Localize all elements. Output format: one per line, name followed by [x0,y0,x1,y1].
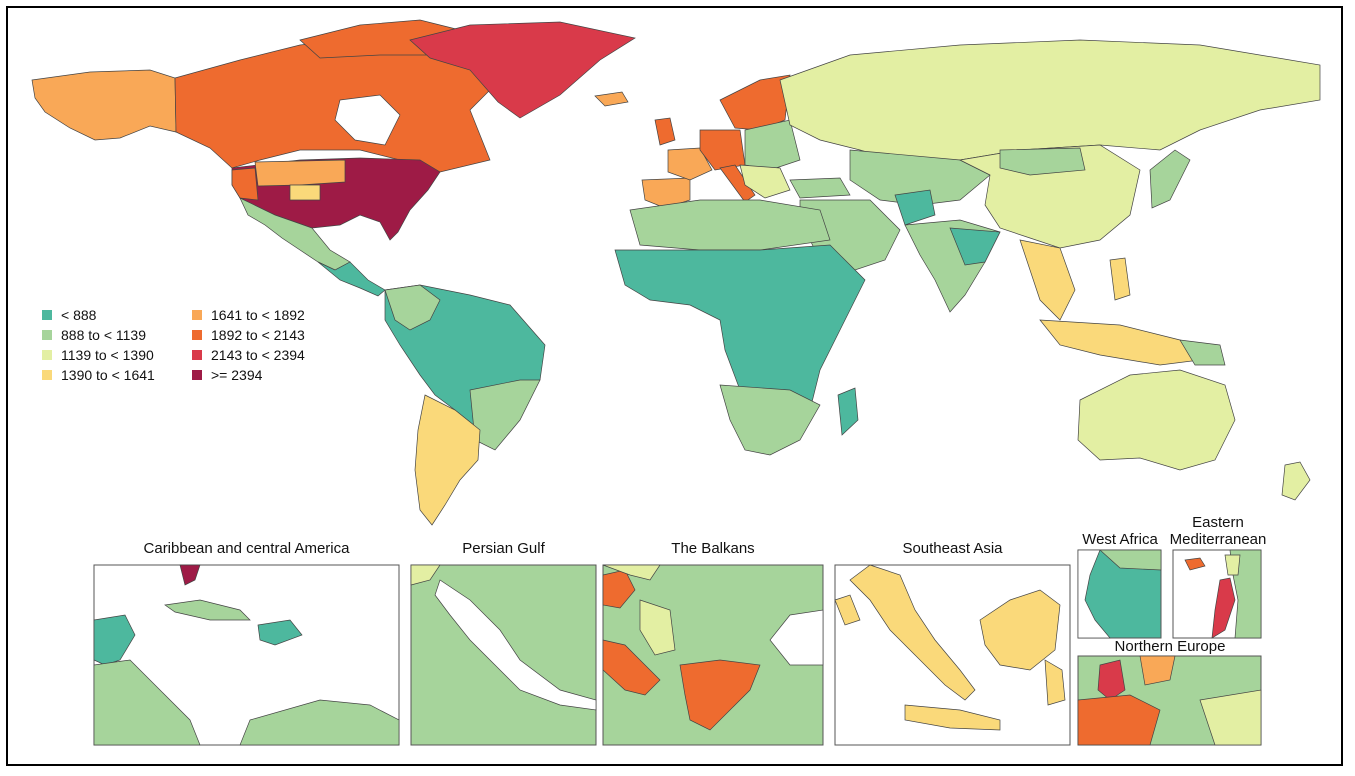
inset-title-west-africa: West Africa [1082,531,1158,548]
region-afghanistan [894,189,936,226]
region-indonesia [1039,319,1201,366]
region-alaska [31,69,177,141]
legend-label: 2143 to < 2394 [211,346,305,363]
legend-item: 1641 to < 1892 [192,305,342,324]
legend-swatch [42,369,52,380]
region-scandinavia [719,74,791,131]
legend-label: < 888 [61,306,97,323]
legend-swatch [192,309,202,320]
region-south-america-southeast [469,379,541,451]
region-central-america [317,261,386,297]
inset-eastern-med-map [1172,549,1262,639]
legend-label: 1892 to < 2143 [211,326,305,343]
region-argentina-chile [414,394,481,526]
inset-title-southeast-asia: Southeast Asia [902,540,1003,557]
legend-item: 2143 to < 2394 [192,345,342,364]
inset-caribbean-map [93,564,400,746]
region-madagascar [837,387,859,436]
legend-item: 1390 to < 1641 [42,365,192,384]
legend-swatch [192,329,202,340]
water-hudson-bay [334,94,401,146]
region-china [958,144,1141,249]
legend-swatch [42,349,52,360]
region-papua [1179,339,1226,366]
inset-title-eastern-med: Eastern Mediterranean [1169,514,1267,548]
legend: < 888 1641 to < 1892 888 to < 1139 1892 … [42,305,342,384]
legend-item: 888 to < 1139 [42,325,192,344]
region-greenland [409,21,636,119]
region-mongolia [999,147,1086,176]
legend-label: 1641 to < 1892 [211,306,305,323]
legend-swatch [42,309,52,320]
region-australia [1077,369,1236,471]
region-france [667,147,713,181]
inset-northern-europe-map [1077,655,1262,746]
region-usa-west [231,167,259,201]
region-philippines [1109,257,1131,301]
region-usa-north [254,159,346,187]
inset-title-balkans: The Balkans [671,540,755,557]
region-turkey [789,177,851,199]
region-southern-africa [719,384,821,456]
legend-label: 1390 to < 1641 [61,366,155,383]
inset-title-northern-europe: Northern Europe [1114,638,1226,655]
region-usa-central [289,184,321,201]
figure-frame [6,6,1343,766]
region-eastern-europe [744,119,801,171]
legend-label: >= 2394 [211,366,263,383]
region-southeast-asia [1019,239,1076,321]
inset-title-caribbean: Caribbean and central America [143,540,350,557]
legend-label: 1139 to < 1390 [61,346,154,363]
region-balkans [739,164,791,199]
inset-persian-gulf-map [410,564,597,746]
legend-item: 1139 to < 1390 [42,345,192,364]
legend-swatch [192,369,202,380]
legend-item: 1892 to < 2143 [192,325,342,344]
legend-swatch [42,329,52,340]
region-italy [719,164,756,203]
legend-item: >= 2394 [192,365,342,384]
legend-label: 888 to < 1139 [61,326,146,343]
region-uk [654,117,676,146]
region-south-america-northwest [384,284,441,331]
inset-southeast-asia-map [834,564,1071,746]
region-russia [779,39,1321,163]
legend-swatch [192,349,202,360]
inset-west-africa-map [1077,549,1162,639]
region-india-east [949,227,1001,266]
region-iceland [594,91,629,107]
inset-balkans-map [602,564,824,746]
inset-title-persian-gulf: Persian Gulf [462,540,545,557]
region-japan [1149,149,1191,209]
region-north-africa [629,199,831,251]
legend-item: < 888 [42,305,192,324]
region-new-zealand [1281,461,1311,501]
